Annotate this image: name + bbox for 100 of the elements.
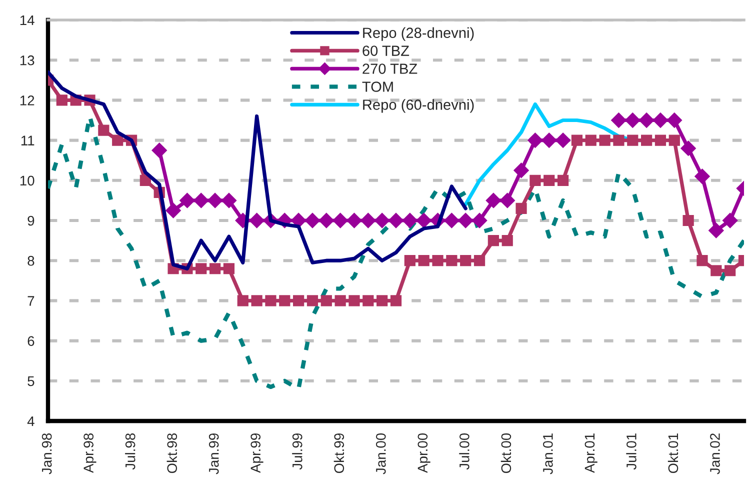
y-tick-label: 13 bbox=[20, 55, 34, 66]
point bbox=[265, 295, 276, 306]
point bbox=[557, 174, 569, 186]
x-tick-label: Jan.98 bbox=[42, 433, 52, 474]
point bbox=[166, 202, 181, 218]
point bbox=[374, 212, 390, 228]
point bbox=[293, 295, 304, 306]
x-tick-label: Jul.98 bbox=[125, 433, 136, 470]
point bbox=[348, 295, 360, 306]
point bbox=[472, 212, 488, 228]
point bbox=[223, 263, 235, 274]
point bbox=[418, 255, 430, 266]
legend-label: Repo (60-dnevni) bbox=[363, 99, 474, 113]
point bbox=[404, 255, 416, 266]
point bbox=[318, 212, 334, 228]
point bbox=[710, 265, 722, 276]
y-tick-label: 7 bbox=[28, 296, 34, 306]
point bbox=[627, 134, 638, 146]
point bbox=[516, 202, 527, 214]
point bbox=[237, 295, 248, 306]
point bbox=[402, 212, 418, 228]
point bbox=[680, 140, 696, 156]
point bbox=[196, 263, 207, 274]
point bbox=[416, 212, 432, 228]
point bbox=[599, 134, 610, 146]
point bbox=[444, 212, 460, 228]
x-tick-label: Jul.00 bbox=[459, 433, 470, 470]
point bbox=[514, 162, 529, 178]
point bbox=[140, 174, 151, 186]
point bbox=[652, 112, 668, 128]
point bbox=[207, 192, 223, 208]
point bbox=[221, 192, 237, 208]
y-tick-label: 10 bbox=[20, 176, 34, 186]
point bbox=[682, 214, 694, 226]
point bbox=[666, 112, 682, 128]
point bbox=[528, 132, 543, 148]
x-tick-label: Jan.02 bbox=[710, 434, 720, 474]
y-tick-label: 8 bbox=[28, 256, 34, 266]
x-tick-label: Okt.99 bbox=[334, 433, 344, 474]
legend-label: 270 TBZ bbox=[362, 64, 418, 74]
y-tick-label: 12 bbox=[20, 96, 34, 106]
point bbox=[613, 134, 624, 146]
point bbox=[360, 212, 376, 228]
y-tick-label: 4 bbox=[27, 416, 34, 426]
point bbox=[458, 212, 474, 228]
y-tick-label: 9 bbox=[28, 216, 34, 226]
point bbox=[696, 255, 708, 266]
point bbox=[486, 192, 502, 208]
y-tick-label: 11 bbox=[21, 136, 34, 146]
x-tick-label: Jan.99 bbox=[208, 433, 219, 474]
point bbox=[332, 212, 348, 228]
x-tick-label: Apr.00 bbox=[418, 433, 430, 473]
point bbox=[668, 134, 680, 146]
legend-label: TOM bbox=[362, 82, 393, 92]
point bbox=[56, 94, 68, 106]
point bbox=[306, 295, 318, 306]
x-tick-label: Apr.98 bbox=[84, 433, 96, 473]
point bbox=[488, 234, 499, 246]
point bbox=[279, 295, 290, 306]
point bbox=[209, 263, 221, 274]
x-tick-label: Okt.98 bbox=[166, 433, 178, 474]
point bbox=[460, 255, 472, 266]
x-tick-label: Apr.01 bbox=[584, 433, 598, 473]
point bbox=[502, 234, 513, 246]
point bbox=[474, 255, 486, 266]
point bbox=[376, 295, 388, 306]
point bbox=[112, 134, 124, 146]
legend-label: 60 TBZ bbox=[362, 46, 410, 56]
point bbox=[320, 295, 332, 306]
x-tick-label: Jan.01 bbox=[543, 433, 553, 474]
point bbox=[390, 295, 402, 306]
x-tick-label: Okt.01 bbox=[668, 433, 678, 474]
point bbox=[362, 295, 374, 306]
point bbox=[694, 168, 710, 184]
point bbox=[544, 174, 555, 186]
point bbox=[388, 212, 404, 228]
point bbox=[638, 112, 654, 128]
x-tick-label: Apr.99 bbox=[250, 433, 264, 473]
point bbox=[625, 112, 640, 128]
x-tick-label: Okt.00 bbox=[500, 433, 512, 474]
point bbox=[194, 192, 209, 208]
point bbox=[585, 134, 596, 146]
point bbox=[571, 134, 583, 146]
point bbox=[722, 212, 738, 228]
legend-label: Repo (28-dnevni) bbox=[363, 27, 474, 41]
y-tick-label: 14 bbox=[20, 15, 34, 26]
point bbox=[641, 134, 652, 146]
point bbox=[180, 192, 195, 208]
point bbox=[708, 222, 724, 238]
point bbox=[724, 265, 736, 276]
y-tick-label: 6 bbox=[28, 336, 34, 346]
point bbox=[249, 212, 264, 228]
point bbox=[98, 124, 110, 136]
point bbox=[542, 132, 557, 148]
point bbox=[611, 112, 626, 128]
point bbox=[334, 295, 346, 306]
x-tick-label: Jul.01 bbox=[626, 433, 636, 470]
x-tick-label: Jul.99 bbox=[292, 433, 302, 470]
point bbox=[346, 212, 362, 228]
x-tick-label: Jan.00 bbox=[376, 433, 386, 474]
